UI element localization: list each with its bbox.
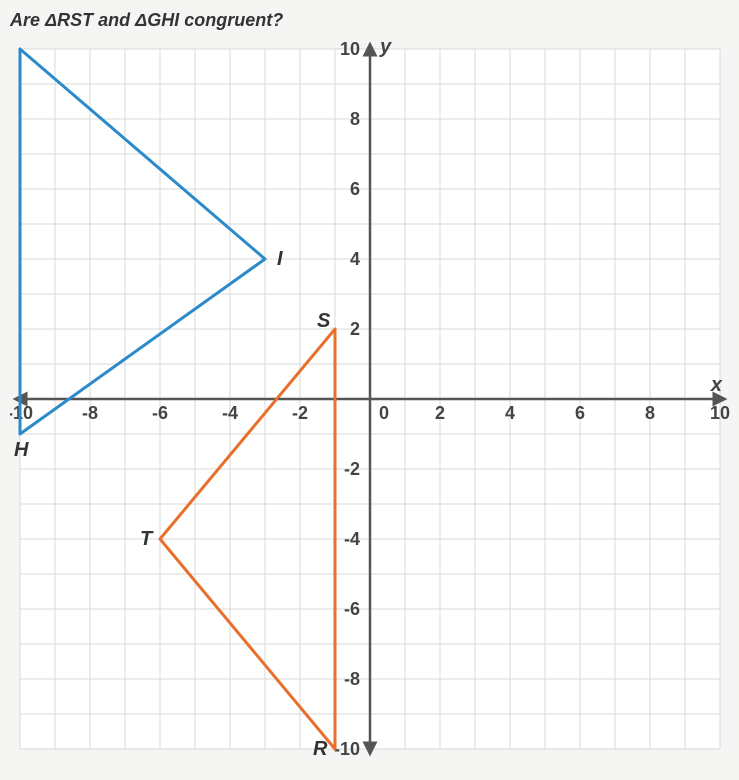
svg-text:8: 8 xyxy=(645,403,655,423)
svg-text:4: 4 xyxy=(505,403,515,423)
svg-text:-4: -4 xyxy=(222,403,238,423)
svg-text:-10: -10 xyxy=(334,739,360,759)
vertex-label-S: S xyxy=(317,310,331,332)
question-text: Are ΔRST and ΔGHI congruent? xyxy=(10,10,729,31)
svg-text:-2: -2 xyxy=(292,403,308,423)
svg-text:6: 6 xyxy=(350,179,360,199)
svg-text:2: 2 xyxy=(435,403,445,423)
vertex-label-G: G xyxy=(14,39,30,44)
vertex-label-R: R xyxy=(313,738,328,759)
svg-text:8: 8 xyxy=(350,109,360,129)
triangle-1: ΔRST xyxy=(45,10,93,30)
svg-text:-10: -10 xyxy=(10,403,33,423)
x-axis-label: x xyxy=(710,374,723,396)
y-axis-label: y xyxy=(379,39,392,58)
svg-text:-2: -2 xyxy=(344,459,360,479)
question-prefix: Are xyxy=(10,10,45,30)
svg-text:-6: -6 xyxy=(152,403,168,423)
svg-text:2: 2 xyxy=(350,319,360,339)
svg-text:-6: -6 xyxy=(344,599,360,619)
svg-text:-8: -8 xyxy=(82,403,98,423)
vertex-label-I: I xyxy=(277,248,283,270)
svg-text:-4: -4 xyxy=(344,529,360,549)
vertex-label-H: H xyxy=(14,439,29,461)
svg-text:10: 10 xyxy=(340,39,360,59)
coordinate-grid-chart: -10 -8 -6 -4 -2 0 2 4 6 8 10 -10 -8 -6 -4 -2 2 4 6 8 10 x y G H I… xyxy=(10,39,729,759)
svg-text:10: 10 xyxy=(710,403,730,423)
question-mid: and xyxy=(93,10,135,30)
triangle-2: ΔGHI xyxy=(135,10,179,30)
svg-text:0: 0 xyxy=(379,403,389,423)
svg-text:-8: -8 xyxy=(344,669,360,689)
vertex-label-T: T xyxy=(140,528,154,550)
coordinate-grid-svg: -10 -8 -6 -4 -2 0 2 4 6 8 10 -10 -8 -6 -4 -2 2 4 6 8 10 x y G H I… xyxy=(10,39,730,759)
svg-text:4: 4 xyxy=(350,249,360,269)
svg-text:6: 6 xyxy=(575,403,585,423)
question-suffix: congruent? xyxy=(179,10,283,30)
